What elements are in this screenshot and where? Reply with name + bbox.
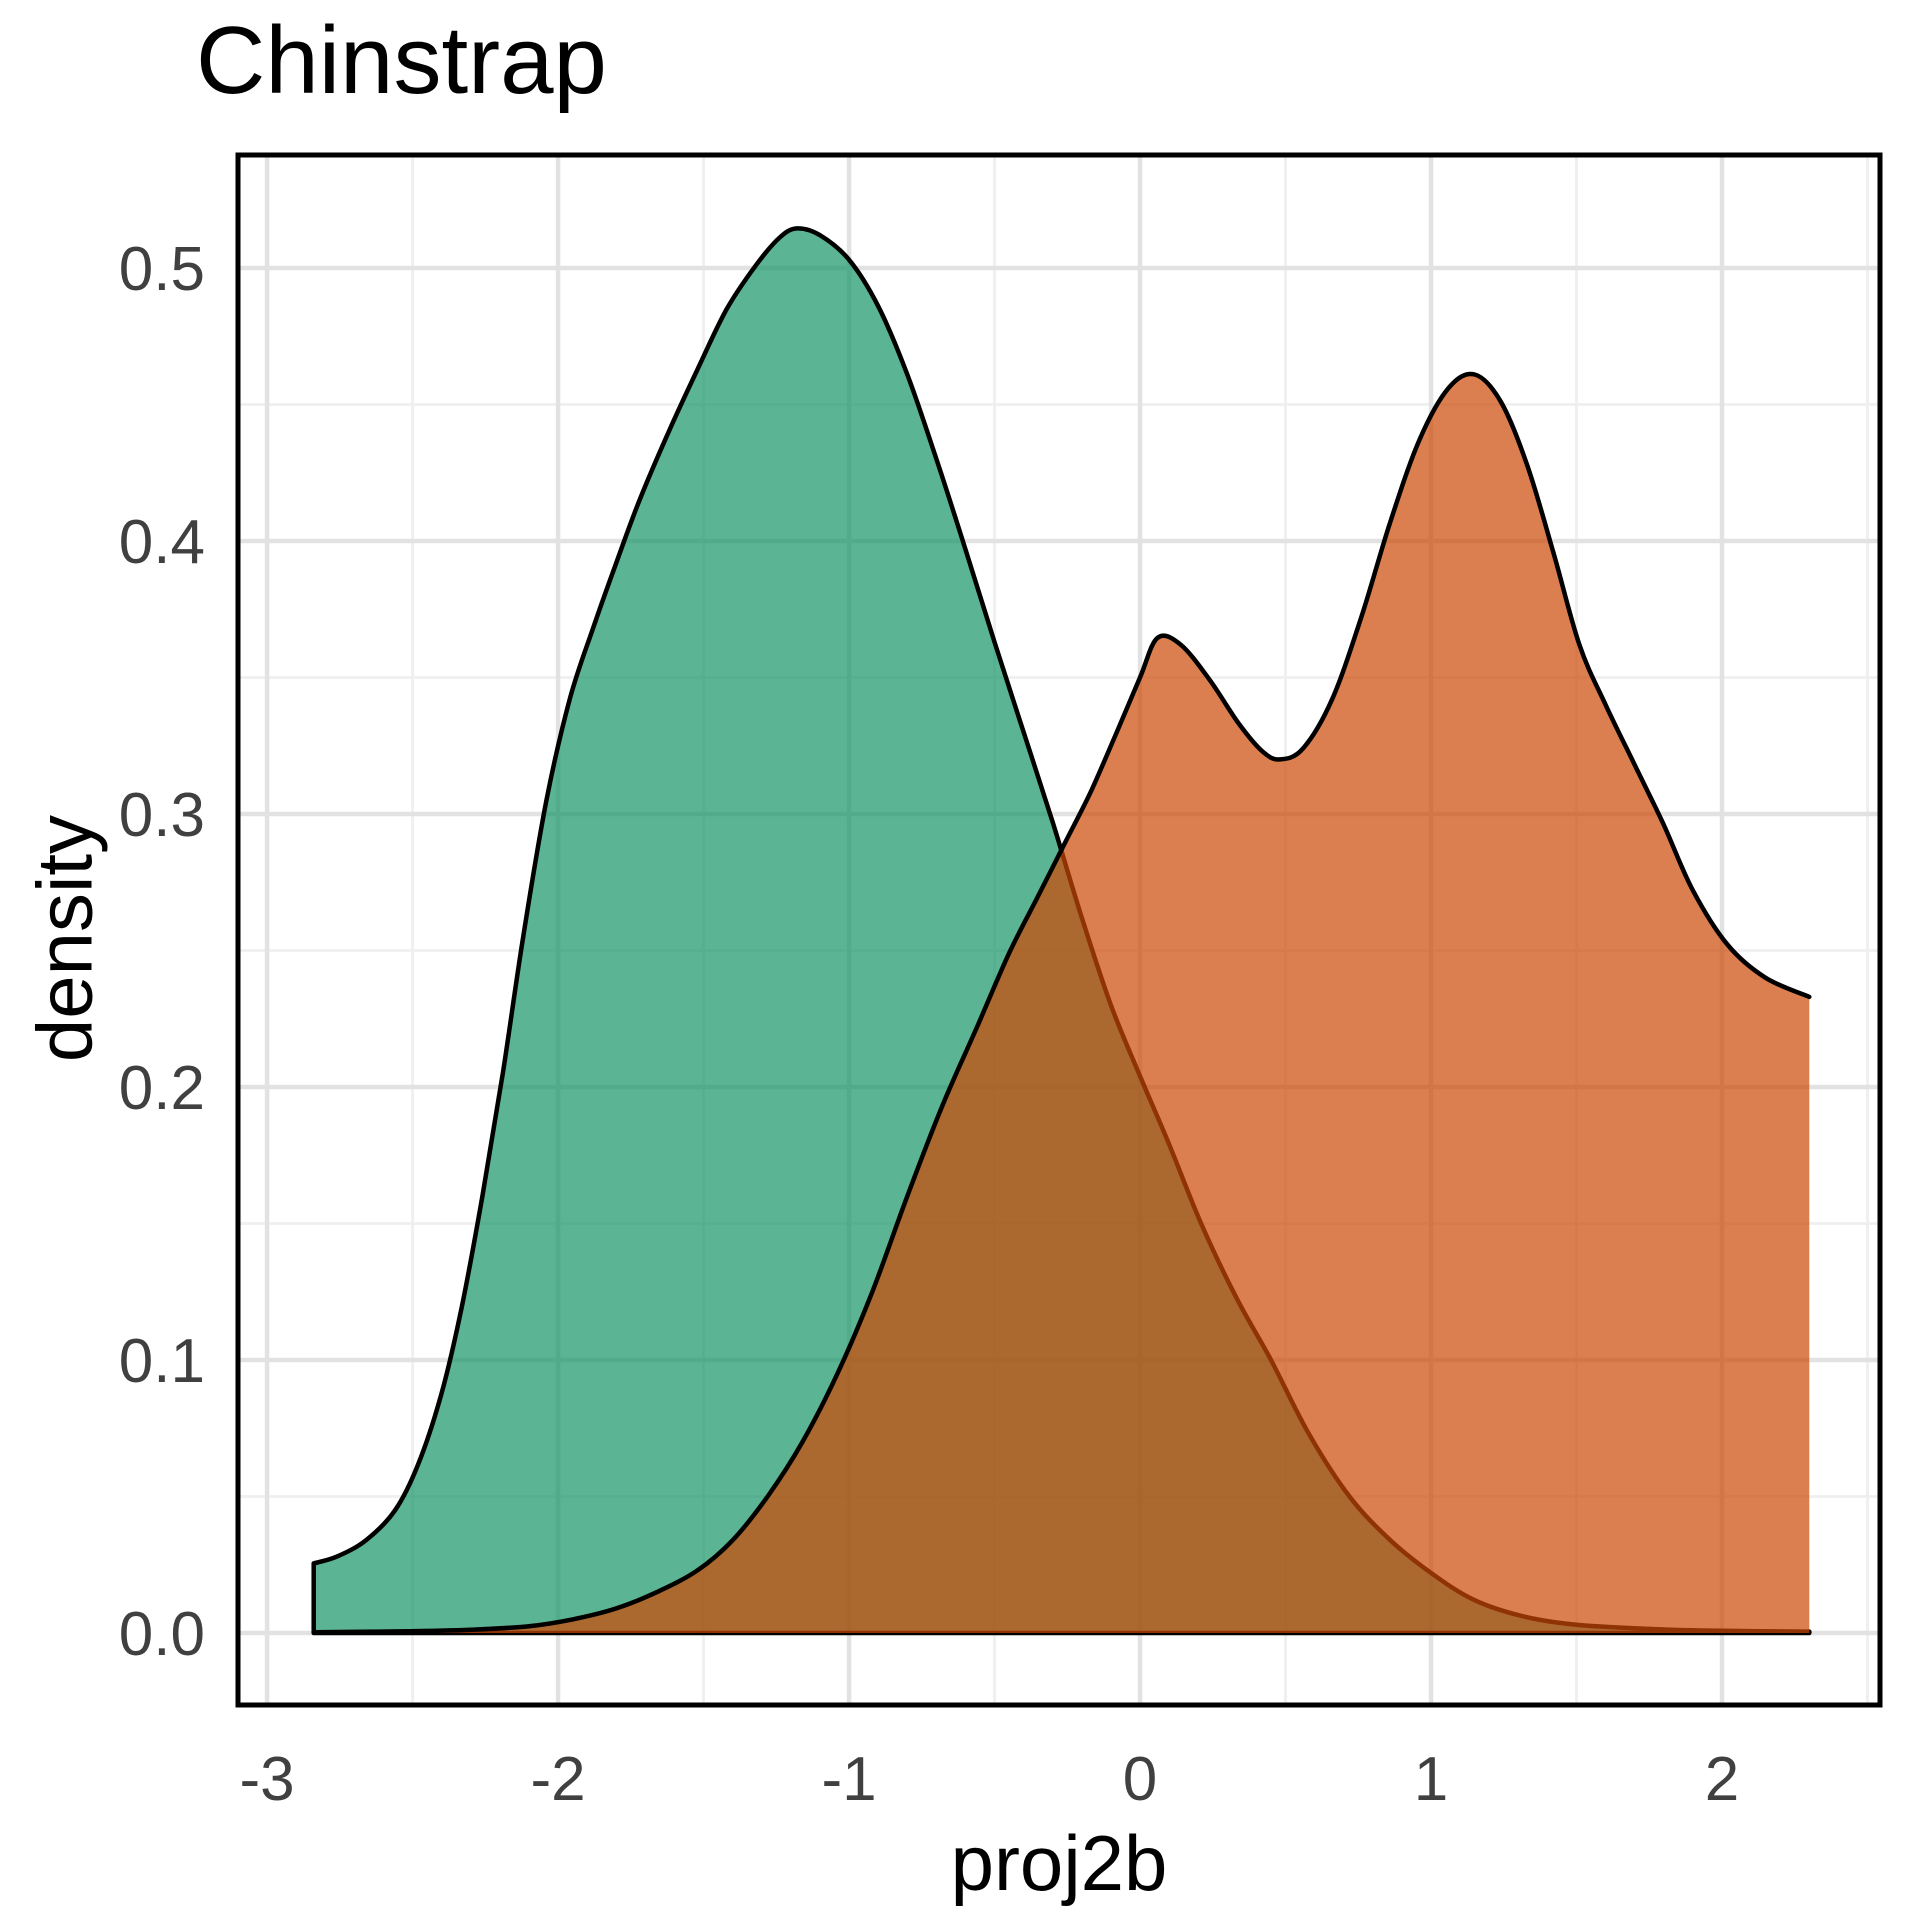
y-axis-tick-labels: 0.0 0.1 0.2 0.3 0.4 0.5: [119, 235, 205, 1669]
y-tick-label: 0.5: [119, 235, 205, 304]
orange-density-outline: [311, 371, 1812, 1635]
y-tick-label: 0.0: [119, 1600, 205, 1669]
y-tick-label: 0.2: [119, 1054, 205, 1123]
orange-density-area: [313, 373, 1810, 1633]
plot-title: Chinstrap: [196, 7, 607, 114]
x-tick-label: -2: [531, 1745, 586, 1814]
x-axis-title: proj2b: [950, 1819, 1168, 1907]
x-tick-label: -1: [821, 1745, 876, 1814]
x-axis-tick-labels: -3 -2 -1 0 1 2: [240, 1745, 1740, 1814]
x-tick-label: 0: [1123, 1745, 1157, 1814]
panel-border: [235, 152, 1883, 1708]
x-tick-label: 1: [1414, 1745, 1448, 1814]
y-tick-label: 0.4: [119, 508, 205, 577]
x-tick-label: -3: [240, 1745, 295, 1814]
y-tick-label: 0.1: [119, 1327, 205, 1396]
x-tick-label: 2: [1705, 1745, 1739, 1814]
y-tick-label: 0.3: [119, 781, 205, 850]
y-axis-title: density: [20, 814, 109, 1063]
